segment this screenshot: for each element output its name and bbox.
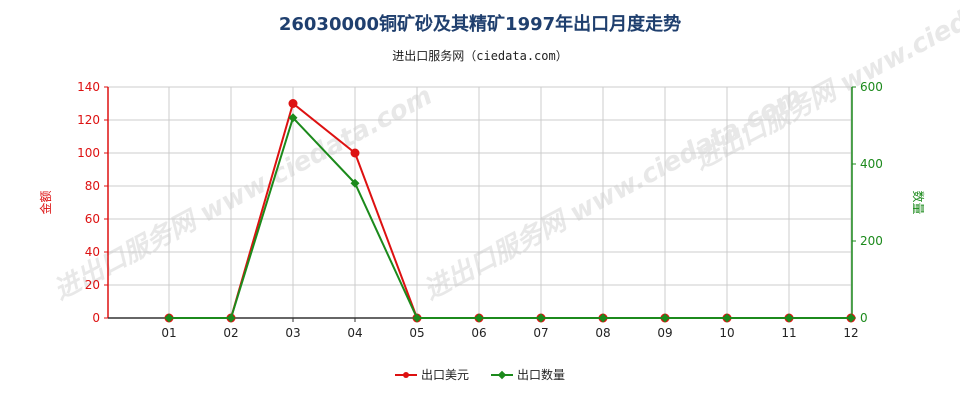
y-right-tick-label: 400 bbox=[860, 157, 883, 171]
legend-line-icon bbox=[394, 371, 417, 378]
legend-label: 出口数量 bbox=[517, 368, 566, 382]
point-1-5 bbox=[474, 313, 484, 323]
x-tick-label: 01 bbox=[161, 326, 176, 340]
watermark-text: 进出口服务网 www.ciedata.com bbox=[419, 81, 807, 306]
series-line-1 bbox=[169, 115, 851, 319]
y-right-axis-label: 数量 bbox=[911, 190, 926, 214]
x-tick-label: 05 bbox=[409, 326, 424, 340]
chart-title: 26030000铜矿砂及其精矿1997年出口月度走势 bbox=[278, 14, 682, 35]
y-left-tick-label: 60 bbox=[85, 212, 100, 226]
y-left-tick-label: 140 bbox=[77, 80, 100, 94]
point-0-3 bbox=[350, 148, 360, 158]
chart-subtitle: 进出口服务网（ciedata.com） bbox=[392, 49, 568, 63]
x-tick-label: 03 bbox=[285, 326, 300, 340]
point-1-4 bbox=[412, 313, 422, 323]
x-tick-label: 10 bbox=[719, 326, 734, 340]
legend-item-export-qty[interactable]: 出口数量 bbox=[491, 366, 565, 383]
point-1-2 bbox=[288, 113, 298, 123]
legend-item-export-usd[interactable]: 出口美元 bbox=[394, 366, 469, 383]
x-tick-label: 08 bbox=[595, 326, 610, 340]
y-left-tick-label: 0 bbox=[92, 311, 100, 325]
point-1-0 bbox=[164, 313, 174, 323]
point-1-8 bbox=[660, 313, 670, 323]
y-right-tick-label: 200 bbox=[860, 234, 883, 248]
y-right-tick-label: 600 bbox=[860, 80, 883, 94]
point-1-7 bbox=[598, 313, 608, 323]
legend-line-icon bbox=[491, 370, 513, 379]
legend-label: 出口美元 bbox=[420, 368, 469, 382]
y-left-axis-label: 金额 bbox=[38, 190, 53, 214]
y-left-tick-label: 120 bbox=[77, 113, 100, 127]
point-1-11 bbox=[846, 313, 856, 323]
y-left-tick-label: 40 bbox=[85, 245, 100, 259]
watermark-text: 进出口服务网 www.ciedata.com bbox=[689, 0, 960, 176]
point-0-2 bbox=[288, 99, 298, 108]
point-1-10 bbox=[784, 313, 794, 323]
x-tick-label: 04 bbox=[347, 326, 362, 340]
legend: 出口美元 出口数量 bbox=[0, 366, 960, 383]
x-tick-label: 09 bbox=[657, 326, 672, 340]
point-1-6 bbox=[536, 313, 546, 323]
x-tick-label: 12 bbox=[843, 326, 858, 340]
y-left-tick-label: 20 bbox=[85, 278, 100, 292]
x-tick-label: 07 bbox=[533, 326, 548, 340]
y-right-tick-label: 0 bbox=[860, 311, 868, 325]
x-tick-label: 02 bbox=[223, 326, 238, 340]
point-1-1 bbox=[226, 313, 236, 323]
point-1-3 bbox=[350, 178, 360, 188]
point-1-9 bbox=[722, 313, 732, 323]
x-tick-label: 11 bbox=[781, 326, 796, 340]
y-left-tick-label: 100 bbox=[77, 146, 100, 160]
x-tick-label: 06 bbox=[471, 326, 486, 340]
y-left-tick-label: 80 bbox=[85, 179, 100, 193]
